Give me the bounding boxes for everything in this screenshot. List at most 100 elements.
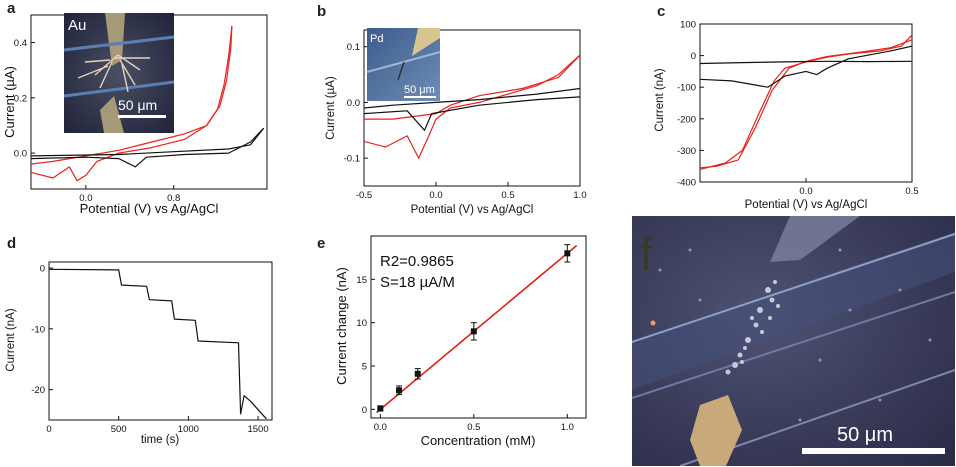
- nanowire-b: [397, 61, 405, 81]
- x-tick-label-b: 0.0: [429, 190, 442, 201]
- x-tick-label-e: 0.0: [374, 422, 387, 433]
- data-point-e: [470, 328, 477, 335]
- y-axis-label-b: Current (µA): [325, 76, 337, 140]
- panel-letter-f: f: [640, 228, 653, 280]
- y-tick-label-a: 0.2: [14, 93, 27, 104]
- series-line-c-black-reverse: [700, 60, 912, 65]
- series-group-d: [49, 268, 267, 420]
- y-tick-label-c: -300: [677, 146, 696, 157]
- x-axis-label-a: Potential (V) vs Ag/AgCl: [80, 201, 219, 216]
- series-line-b-black-forward: [364, 96, 580, 131]
- y-tick-label-e: 15: [356, 275, 367, 286]
- panel-letter-d: d: [7, 235, 16, 252]
- inset-photo-a: Au 50 μm: [63, 13, 175, 133]
- y-axis-label-c: Current (nA): [654, 68, 666, 131]
- panel-letter-a: a: [7, 0, 16, 17]
- x-axis-label-b: Potential (V) vs Ag/AgCl: [411, 204, 534, 216]
- series-group-e: [376, 244, 578, 414]
- annotation-r2: R2=0.9865: [380, 253, 454, 270]
- panel-c: 0.0 0.5 100 0 -100 -200 -300 -400 Potential (V)…: [654, 20, 919, 212]
- electrode-top-f: [770, 216, 860, 262]
- x-tick-label-b: 0.5: [501, 190, 514, 201]
- y-tick-label-b: 0.1: [347, 42, 360, 53]
- nanowire-cluster-a: [77, 54, 150, 93]
- nanowire-cluster-f: [725, 280, 780, 375]
- inset-photo-b: Pd 50 μm: [366, 28, 441, 101]
- y-axis-label-d: Current (nA): [5, 308, 17, 371]
- x-tick-label-d: 0: [46, 424, 51, 435]
- y-tick-label-c: 0: [691, 51, 696, 62]
- y-tick-label-b: 0.0: [347, 98, 360, 109]
- x-tick-label-b: -0.5: [356, 190, 372, 201]
- x-axis-label-e: Concentration (mM): [421, 433, 536, 448]
- x-tick-label-d: 1000: [178, 424, 199, 435]
- inset-metal-label-b: Pd: [370, 33, 383, 45]
- panel-e: 0.0 0.5 1.0 0 5 10 15 R2=0.9865 S=18 µA/M Conc…: [334, 235, 587, 448]
- series-group-c: [700, 34, 912, 170]
- electrode-bottom-f: [690, 395, 742, 466]
- y-tick-label-a: 0.0: [14, 149, 27, 160]
- y-tick-label-a: 0.4: [14, 38, 27, 49]
- panel-b: -0.5 0.0 0.5 1.0 -0.1 0.0 0.1 Pd 50 μm Potenti…: [325, 28, 587, 216]
- x-tick-label-d: 1500: [247, 424, 268, 435]
- data-point-e: [414, 370, 421, 377]
- series-line-c-black-forward: [700, 45, 912, 88]
- electrode-top-a: [105, 13, 125, 66]
- plot-frame-d: [48, 261, 273, 421]
- x-axis-label-c: Potential (V) vs Ag/AgCl: [745, 199, 868, 211]
- scale-bar-f: [802, 448, 945, 454]
- y-tick-label-e: 10: [356, 318, 367, 329]
- electrode-top-b: [412, 28, 440, 56]
- y-tick-label-d: -20: [31, 385, 45, 396]
- channel-line-a1: [63, 35, 175, 52]
- y-tick-label-c: -400: [677, 178, 696, 189]
- ticks-group-a: 0.0 0.8 0.0 0.2 0.4: [14, 38, 181, 204]
- inset-scale-bar-b: [404, 96, 436, 98]
- x-tick-label-e: 0.5: [467, 422, 480, 433]
- inset-scale-label-b: 50 μm: [404, 84, 435, 96]
- data-point-e: [396, 387, 403, 394]
- x-tick-label-e: 1.0: [561, 422, 574, 433]
- inset-scale-bar-a: [118, 115, 166, 118]
- ticks-group-e: 0.0 0.5 1.0 0 5 10 15: [356, 275, 573, 433]
- x-axis-label-d: time (s): [141, 434, 180, 446]
- y-tick-label-c: -100: [677, 83, 696, 94]
- channel-line-a2: [63, 80, 175, 98]
- series-line-a-black-reverse: [31, 127, 265, 157]
- x-tick-label-c: 0.5: [905, 186, 918, 197]
- annotation-sensitivity: S=18 µA/M: [380, 274, 455, 291]
- panel-letter-c: c: [657, 3, 665, 20]
- y-tick-label-e: 0: [362, 405, 367, 416]
- y-axis-label-a: Current (µA): [2, 66, 17, 138]
- series-line-d-amperometric: [49, 268, 267, 420]
- debris-dots-f: [658, 248, 932, 422]
- x-tick-label-a: 0.0: [79, 193, 92, 204]
- series-group-b: [364, 54, 580, 159]
- x-tick-label-d: 500: [111, 424, 127, 435]
- particle-orange-f: [650, 320, 656, 326]
- y-axis-label-e: Current change (nA): [334, 267, 349, 385]
- ticks-group-d: 0 500 1000 1500 0 -10 -20: [31, 264, 268, 435]
- y-tick-label-b: -0.1: [344, 154, 360, 165]
- y-tick-label-c: 100: [680, 20, 696, 31]
- x-tick-label-b: 1.0: [573, 190, 586, 201]
- panel-f: f 50 μm: [632, 216, 955, 466]
- y-tick-label-e: 5: [362, 362, 367, 373]
- panel-letter-b: b: [317, 3, 326, 20]
- channel-edge-lower: [632, 291, 955, 399]
- y-tick-label-c: -200: [677, 114, 696, 125]
- ticks-group-c: 0.0 0.5 100 0 -100 -200 -300 -400: [677, 20, 919, 198]
- series-line-b-black-reverse: [364, 87, 580, 109]
- panel-a: 0.0 0.8 0.0 0.2 0.4 Au 50 μm Potential (V) v…: [2, 13, 268, 216]
- y-tick-label-d: -10: [31, 324, 45, 335]
- data-point-e: [377, 405, 384, 412]
- series-line-a-red-forward: [31, 25, 233, 182]
- inset-scale-label-a: 50 μm: [118, 97, 157, 113]
- scale-bar-label-f: 50 μm: [837, 424, 893, 446]
- series-group-a: [31, 25, 265, 182]
- panel-d: 0 500 1000 1500 0 -10 -20 time (s) Current (nA…: [5, 261, 273, 446]
- series-line-c-red-reverse: [700, 39, 912, 169]
- data-point-e: [564, 250, 571, 257]
- x-tick-label-c: 0.0: [799, 186, 812, 197]
